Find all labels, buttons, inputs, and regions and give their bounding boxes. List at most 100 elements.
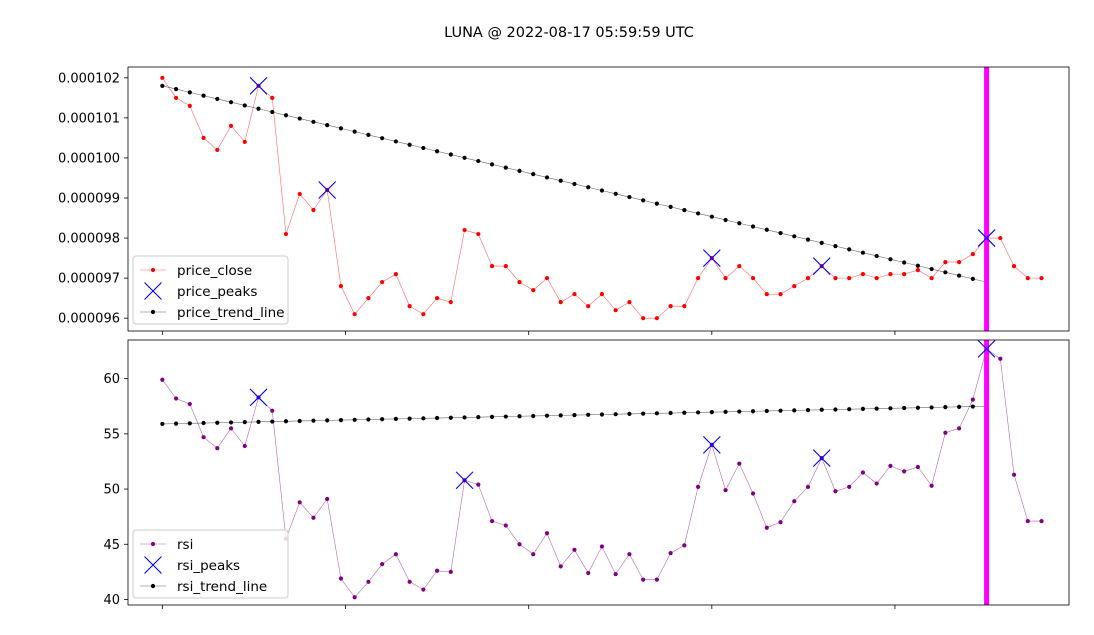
rsi-point xyxy=(489,518,495,524)
rsi-point xyxy=(750,491,756,496)
price-point xyxy=(283,231,289,237)
price-point xyxy=(1039,276,1044,281)
price-point xyxy=(874,276,879,281)
rsi-point xyxy=(393,552,398,557)
price-point xyxy=(599,292,605,297)
rsi-trend-point xyxy=(228,420,234,425)
legend-label: price_trend_line xyxy=(177,305,284,321)
rsi-trend-point xyxy=(613,412,618,417)
rsi-trend-point xyxy=(654,411,659,416)
price-trend-point xyxy=(723,217,728,223)
rsi-point xyxy=(805,484,811,489)
price-point xyxy=(407,304,412,309)
price-trend-point xyxy=(750,224,756,229)
rsi-point xyxy=(517,542,522,547)
price-point xyxy=(531,288,536,293)
price-point xyxy=(723,276,728,281)
rsi-trend-point xyxy=(860,406,866,411)
rsi-point xyxy=(737,461,742,466)
price-point xyxy=(957,259,962,265)
price-point xyxy=(586,304,591,309)
price-point xyxy=(778,292,783,297)
price-trend-point xyxy=(764,227,769,232)
price-trend-point xyxy=(462,155,467,160)
rsi-point xyxy=(544,531,550,536)
price-point xyxy=(544,276,550,281)
price-trend-point xyxy=(448,152,453,157)
rsi-point xyxy=(448,569,453,574)
price-point xyxy=(847,276,852,281)
price-trend-point xyxy=(544,175,550,180)
rsi-trend-point xyxy=(173,421,179,426)
rsi-trend-point xyxy=(709,410,714,415)
price-trend-point xyxy=(489,162,495,167)
rsi-trend-point xyxy=(242,420,247,425)
rsi-point xyxy=(503,523,508,528)
price-trend-point xyxy=(503,165,508,170)
peak-x-stroke xyxy=(812,449,831,468)
peak-x-stroke xyxy=(977,229,996,247)
y-tick-label: 55 xyxy=(103,427,120,442)
rsi-trend-point xyxy=(805,407,811,413)
price-point xyxy=(888,272,893,277)
rsi-point xyxy=(338,576,344,581)
peak-x-stroke xyxy=(702,436,721,454)
price-point xyxy=(297,191,302,197)
price-point xyxy=(627,300,632,305)
rsi-trend-point xyxy=(874,406,879,411)
rsi-trend-point xyxy=(750,409,756,414)
rsi-point xyxy=(874,481,879,486)
y-tick-label: 0.000099 xyxy=(58,191,120,206)
price-trend-point xyxy=(957,273,962,278)
rsi-point xyxy=(558,564,563,569)
price-trend-point xyxy=(366,132,371,138)
price-trend-point xyxy=(297,116,302,121)
price-trend-point xyxy=(476,158,481,164)
rsi-trend-point xyxy=(421,416,426,421)
rsi-trend-point xyxy=(943,405,948,410)
peak-x-stroke xyxy=(249,76,268,95)
price-point xyxy=(201,135,206,141)
price-trend-point xyxy=(819,240,824,245)
rsi-trend-point xyxy=(160,421,165,427)
price-trend-point xyxy=(283,113,289,118)
price-point xyxy=(352,312,357,317)
price-point xyxy=(393,272,398,277)
price-trend-point xyxy=(311,119,316,124)
price-trend-point xyxy=(421,145,426,151)
peak-x-stroke xyxy=(977,339,996,358)
legend-box xyxy=(132,255,289,325)
rsi-point xyxy=(847,484,852,489)
legend-handle-x xyxy=(144,282,162,300)
rsi-trend-point xyxy=(778,408,783,413)
rsi-point xyxy=(173,396,179,401)
price-trend-point xyxy=(228,100,234,105)
legend-label: rsi_trend_line xyxy=(177,579,267,595)
rsi-point xyxy=(187,401,192,407)
y-tick-label: 0.000098 xyxy=(58,232,120,247)
rsi-trend-point xyxy=(380,417,385,422)
legend-label: price_peaks xyxy=(177,284,257,300)
rsi-point xyxy=(311,515,316,520)
rsi-point xyxy=(792,499,797,504)
price-peak-marker xyxy=(812,257,831,275)
legend-label: price_close xyxy=(177,263,252,279)
rsi-point xyxy=(764,525,769,530)
price-point xyxy=(613,308,618,313)
rsi-trend-point xyxy=(393,416,398,422)
price-point xyxy=(695,276,701,281)
price-trend-point xyxy=(847,247,852,252)
rsi-trend-point xyxy=(462,415,467,420)
price-trend-point xyxy=(709,214,714,219)
price-trend-point xyxy=(833,244,838,249)
rsi-trend-point xyxy=(819,407,824,412)
rsi-point xyxy=(915,464,920,470)
legend-label: rsi xyxy=(177,537,193,553)
price-trend-point xyxy=(929,266,934,272)
price-trend-point xyxy=(531,172,536,177)
price-trend-point xyxy=(256,106,261,111)
price-trend-point xyxy=(572,181,577,187)
price-point xyxy=(682,304,687,309)
price-point xyxy=(860,272,866,277)
